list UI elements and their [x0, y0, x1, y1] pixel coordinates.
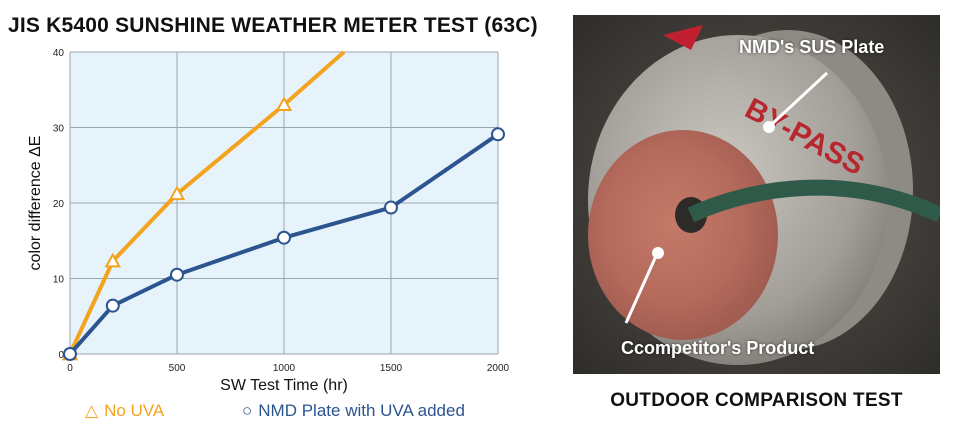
- legend-item-no-uva: △ No UVA: [85, 401, 164, 421]
- x-tick-label: 2000: [487, 363, 510, 374]
- legend-item-nmd-plate: ○ NMD Plate with UVA added: [242, 401, 465, 421]
- x-tick-label: 1000: [273, 363, 296, 374]
- y-tick-label: 40: [53, 48, 65, 59]
- x-tick-label: 1500: [380, 363, 403, 374]
- data-point: [63, 347, 77, 361]
- line-chart: 0 500 1000 1500 2000 0 10 20 30 40 SW Test Time (h…: [27, 48, 510, 394]
- outdoor-test-photo: BY-PASS NMD's SUS Plate Ccompetitor's Pr…: [573, 15, 940, 374]
- data-point: [275, 96, 293, 112]
- data-point: [277, 230, 291, 245]
- data-point: [170, 267, 184, 282]
- chart-title: JIS K5400 SUNSHINE WEATHER METER TEST (6…: [8, 14, 538, 37]
- photo-illustration: BY-PASS: [573, 15, 940, 374]
- data-point: [104, 252, 121, 268]
- sus-pointer-dot: [763, 121, 775, 133]
- hose-loop: [687, 179, 940, 223]
- y-tick-label: 10: [53, 275, 65, 286]
- red-tag: [663, 25, 703, 50]
- data-point: [491, 127, 505, 142]
- label-competitor-product: Ccompetitor's Product: [621, 338, 815, 358]
- label-sus-plate: NMD's SUS Plate: [739, 37, 885, 57]
- y-axis-label: color difference ΔE: [27, 136, 44, 271]
- data-point: [168, 185, 186, 201]
- photo-caption: OUTDOOR COMPARISON TEST: [610, 390, 903, 411]
- x-tick-label: 0: [67, 363, 73, 374]
- legend-label-no-uva: No UVA: [104, 401, 165, 420]
- y-tick-label: 0: [58, 350, 64, 361]
- data-point: [384, 200, 398, 215]
- y-tick-label: 30: [53, 124, 65, 135]
- x-tick-label: 500: [169, 363, 186, 374]
- legend-label-nmd-plate: NMD Plate with UVA added: [258, 401, 465, 420]
- circle-marker-icon: ○: [242, 401, 253, 420]
- competitor-pointer-dot: [652, 247, 664, 259]
- sus-pointer-line: [770, 71, 829, 126]
- x-axis-label: SW Test Time (hr): [220, 377, 348, 394]
- competitor-pointer-line: [624, 255, 658, 324]
- competitor-plate: [588, 130, 778, 340]
- data-point: [105, 298, 120, 313]
- series-line: [68, 132, 500, 356]
- triangle-marker-icon: △: [85, 401, 99, 420]
- y-tick-label: 20: [53, 199, 65, 210]
